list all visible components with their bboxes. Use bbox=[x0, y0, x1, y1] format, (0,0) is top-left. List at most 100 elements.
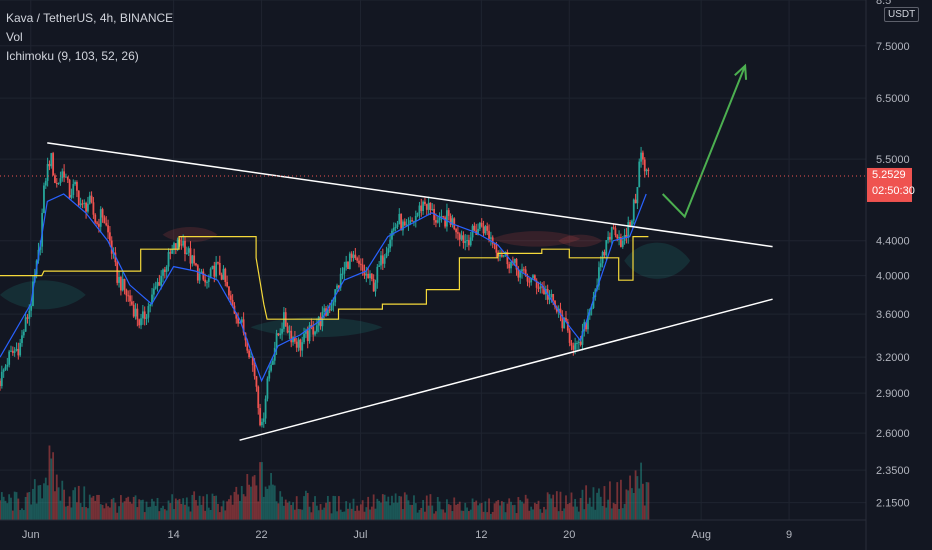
volume-bar bbox=[425, 495, 428, 520]
symbol-title[interactable]: Kava / TetherUS, 4h, BINANCE bbox=[6, 11, 174, 25]
candle-body bbox=[0, 380, 1, 387]
candle-body bbox=[262, 418, 265, 422]
candle-body bbox=[85, 202, 87, 212]
candle-body bbox=[281, 328, 283, 334]
volume-bar bbox=[136, 507, 139, 520]
candle-body bbox=[625, 234, 628, 238]
candle-body bbox=[96, 222, 98, 224]
volume-bar bbox=[235, 486, 238, 520]
drawings[interactable] bbox=[47, 63, 773, 441]
candle-body bbox=[264, 398, 267, 419]
volume-bar bbox=[218, 512, 221, 520]
volume-bar bbox=[134, 495, 137, 520]
candle-body bbox=[228, 286, 230, 296]
volume-bar bbox=[2, 496, 5, 520]
price-axis[interactable]: 8.5 7.5000 6.5000 5.5000 4.4000 4.0000 3.6000 3… bbox=[876, 0, 910, 510]
time-axis[interactable]: Jun 14 22 Jul 12 20 Aug 9 bbox=[22, 529, 792, 541]
volume-bar bbox=[535, 503, 538, 520]
currency-badge[interactable]: USDT bbox=[884, 7, 920, 22]
volume-bar bbox=[367, 496, 370, 520]
candle-body bbox=[180, 244, 183, 246]
candle-body bbox=[202, 271, 205, 280]
candle-body bbox=[402, 221, 404, 231]
volume-bar bbox=[537, 500, 540, 520]
candle-body bbox=[425, 204, 428, 210]
volume-bar bbox=[400, 496, 403, 520]
candle-body bbox=[372, 279, 375, 292]
candle-body bbox=[347, 261, 349, 269]
volume-bar bbox=[424, 511, 426, 520]
volume-bar bbox=[297, 508, 300, 520]
candle-body bbox=[466, 240, 468, 242]
volume-bar bbox=[0, 500, 1, 520]
volume-bar bbox=[339, 509, 342, 520]
candle-body bbox=[46, 164, 49, 181]
bar-countdown: 02:50:30 bbox=[872, 184, 915, 197]
candle-body bbox=[535, 280, 538, 288]
candle-body bbox=[222, 268, 225, 280]
candle-body bbox=[314, 331, 316, 335]
volume-bar bbox=[44, 477, 47, 520]
candle-body bbox=[541, 286, 544, 288]
candle-body bbox=[640, 152, 642, 162]
volume-bar bbox=[176, 500, 179, 520]
ichimoku-indicator-label[interactable]: Ichimoku (9, 103, 52, 26) bbox=[6, 49, 139, 63]
volume-bar bbox=[372, 494, 375, 520]
candle-body bbox=[248, 350, 251, 358]
candle-body bbox=[174, 243, 177, 250]
volume-bar bbox=[81, 507, 84, 520]
candle-body bbox=[163, 269, 166, 272]
candle-body bbox=[365, 273, 368, 276]
volume-bar bbox=[418, 509, 421, 520]
volume-bar bbox=[554, 507, 556, 520]
volume-bar bbox=[140, 500, 142, 520]
candle-body bbox=[348, 253, 351, 269]
candle-body bbox=[242, 319, 245, 333]
volume-bar bbox=[497, 500, 500, 520]
candle-body bbox=[328, 309, 331, 311]
volume-bar bbox=[447, 504, 450, 520]
volume-bar bbox=[389, 505, 392, 520]
candle-body bbox=[237, 318, 240, 324]
volume-bar bbox=[77, 485, 80, 520]
candle-body bbox=[416, 212, 419, 216]
volume-bar bbox=[10, 497, 12, 520]
candle-body bbox=[517, 269, 520, 278]
candle-body bbox=[400, 213, 403, 231]
candle-body bbox=[341, 273, 344, 275]
volume-bar bbox=[350, 508, 353, 520]
candle-body bbox=[374, 282, 377, 292]
volume-bar bbox=[508, 498, 511, 520]
candle-body bbox=[303, 333, 305, 343]
candle-body bbox=[539, 286, 542, 289]
volume-bar bbox=[63, 489, 66, 520]
volume-bar bbox=[272, 484, 274, 520]
candle-body bbox=[339, 273, 342, 288]
candle-body bbox=[15, 348, 18, 351]
volume-bar bbox=[8, 494, 11, 520]
volume-indicator-label[interactable]: Vol bbox=[6, 30, 23, 44]
volume-bar bbox=[61, 480, 64, 520]
volume-bar bbox=[376, 498, 379, 520]
candle-body bbox=[196, 265, 199, 281]
projection-arrow bbox=[661, 65, 747, 219]
candle-body bbox=[299, 339, 302, 351]
candle-body bbox=[500, 254, 503, 257]
price-tick-label: 6.5000 bbox=[876, 93, 910, 105]
candle-body bbox=[577, 341, 580, 343]
volume-bar bbox=[253, 475, 256, 520]
volume-bar bbox=[599, 496, 602, 520]
volume-bar bbox=[380, 502, 382, 520]
volume-bar bbox=[513, 504, 516, 520]
volume-bar bbox=[39, 484, 42, 520]
volume-bar bbox=[304, 490, 307, 520]
candle-body bbox=[323, 308, 326, 312]
candle-body bbox=[449, 215, 452, 225]
candle-body bbox=[10, 350, 12, 352]
candle-body bbox=[11, 350, 14, 353]
candle-body bbox=[209, 268, 212, 279]
candle-body bbox=[143, 311, 146, 319]
time-tick-label: 20 bbox=[563, 529, 575, 541]
volume-bar bbox=[574, 498, 577, 520]
